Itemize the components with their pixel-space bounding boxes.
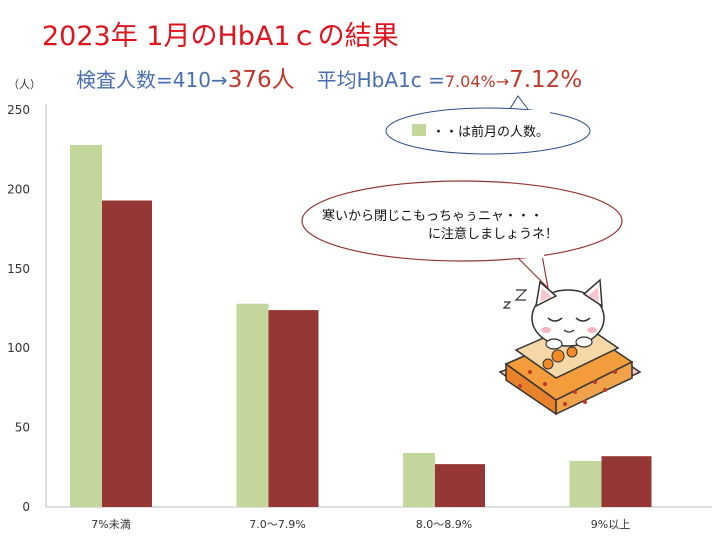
y-axis-unit: （人） xyxy=(8,78,41,91)
subtitle-count-value: 376人 xyxy=(227,67,295,93)
legend-swatch xyxy=(412,124,426,136)
legend-callout-text: ・・は前月の人数。 xyxy=(432,125,550,140)
bar-series1-1 xyxy=(236,303,269,507)
bar-series2-0 xyxy=(102,200,152,508)
bar-series2-3 xyxy=(601,456,652,507)
y-tick-label: 150 xyxy=(7,262,30,276)
bar-series1-0 xyxy=(70,144,102,507)
y-tick-label: 200 xyxy=(7,182,30,196)
bar-series1-2 xyxy=(403,453,435,507)
page-title: 2023年 1月のHbA1ｃの結果 xyxy=(42,21,399,52)
x-category-label: 7%未満 xyxy=(91,518,130,531)
subtitle-avg-value: 7.12% xyxy=(509,67,583,93)
bar-series1-3 xyxy=(569,460,602,507)
page-subtitle: 検査人数=410→376人 平均HbA1c =7.04%→7.12% xyxy=(76,60,582,94)
y-tick-label: 250 xyxy=(7,103,30,117)
bar-series2-1 xyxy=(268,310,319,507)
sleeping-cat-kotatsu-icon xyxy=(498,278,642,416)
subtitle-count-label: 検査人数=410→ xyxy=(76,68,228,92)
subtitle-avg-label: 平均HbA1c = xyxy=(316,68,445,92)
speech-bubble-line1: 寒いから閉じこもっちゃぅニャ・・・ xyxy=(322,209,544,224)
subtitle-avg-prev: 7.04%→ xyxy=(444,72,510,91)
y-tick-label: 0 xyxy=(22,500,30,514)
speech-bubble-line2: に注意しましょうネ！ xyxy=(428,227,559,242)
speech-bubble xyxy=(301,180,623,262)
x-category-label: 9%以上 xyxy=(591,518,630,531)
y-tick-label: 50 xyxy=(15,421,30,435)
y-tick-label: 100 xyxy=(7,341,30,355)
x-category-label: 8.0〜8.9% xyxy=(416,518,472,531)
bar-series2-2 xyxy=(435,464,485,507)
x-category-label: 7.0〜7.9% xyxy=(249,518,305,531)
